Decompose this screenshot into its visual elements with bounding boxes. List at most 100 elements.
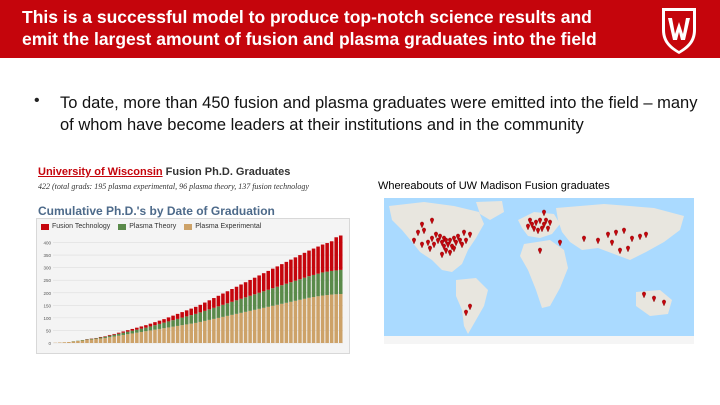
map-pin-icon[interactable] [534, 219, 538, 227]
map-pin-icon[interactable] [440, 239, 444, 247]
bar-segment [85, 339, 89, 340]
map-pin-icon[interactable] [622, 227, 626, 235]
map-pin-icon[interactable] [422, 227, 426, 235]
map-pin-icon[interactable] [436, 237, 440, 245]
bar-segment [139, 328, 144, 332]
bar-segment [261, 291, 266, 308]
map-pin-icon[interactable] [540, 225, 544, 233]
map-pin-icon[interactable] [448, 249, 452, 257]
bar-segment [116, 332, 121, 334]
map-pin-icon[interactable] [440, 251, 444, 259]
graduate-markers[interactable] [412, 209, 666, 317]
map-pin-icon[interactable] [430, 217, 434, 225]
map-pin-icon[interactable] [456, 233, 460, 241]
map-pin-icon[interactable] [530, 221, 534, 229]
bar-segment [144, 327, 148, 332]
map-pin-icon[interactable] [662, 299, 666, 307]
map-pin-icon[interactable] [528, 217, 532, 225]
map-pin-icon[interactable] [444, 237, 448, 245]
map-pin-icon[interactable] [542, 221, 546, 229]
bar-segment [207, 300, 212, 310]
legend-item: Fusion Technology [41, 223, 110, 230]
map-pin-icon[interactable] [448, 237, 452, 245]
bar-segment [184, 310, 189, 317]
bar-segment [243, 297, 248, 312]
map-pin-icon[interactable] [596, 237, 600, 245]
map-pin-icon[interactable] [420, 221, 424, 229]
map-pin-icon[interactable] [638, 233, 642, 241]
bar-segment [257, 292, 261, 309]
map-pin-icon[interactable] [468, 231, 472, 239]
bar-segment [107, 334, 112, 336]
map-pin-icon[interactable] [438, 233, 442, 241]
y-tick-label: 100 [43, 316, 51, 321]
bar-segment [180, 312, 184, 318]
map-pin-icon[interactable] [652, 295, 656, 303]
bar-segment [98, 337, 103, 339]
bar-segment [338, 235, 343, 270]
bar-segment [216, 306, 221, 318]
bar-segment [316, 246, 320, 274]
map-pin-icon[interactable] [526, 223, 530, 231]
map-pin-icon[interactable] [430, 235, 434, 243]
bar-segment [334, 237, 338, 271]
bar-segment [230, 289, 234, 302]
bar-segment [103, 336, 107, 338]
map-pin-icon[interactable] [642, 291, 646, 299]
map-pin-icon[interactable] [444, 247, 448, 255]
map-pin-icon[interactable] [460, 241, 464, 249]
map-pin-icon[interactable] [428, 245, 432, 253]
map-pin-icon[interactable] [446, 241, 450, 249]
map-pin-icon[interactable] [538, 217, 542, 225]
map-pin-icon[interactable] [420, 241, 424, 249]
map-pin-icon[interactable] [618, 247, 622, 255]
bar-segment [257, 275, 261, 293]
map-pin-icon[interactable] [610, 239, 614, 247]
bar-segment [112, 336, 116, 343]
map-pin-icon[interactable] [468, 303, 472, 311]
map-pin-icon[interactable] [464, 309, 468, 317]
map-pin-icon[interactable] [558, 239, 562, 247]
africa-land [520, 240, 568, 308]
map-pin-icon[interactable] [544, 217, 548, 225]
map-pin-icon[interactable] [538, 247, 542, 255]
bar-segment [139, 331, 144, 343]
bar-segment [221, 304, 225, 317]
map-pin-icon[interactable] [452, 245, 456, 253]
map-pin-icon[interactable] [464, 237, 468, 245]
bar-segment [225, 303, 230, 316]
bar-segment [252, 309, 257, 343]
map-pin-icon[interactable] [626, 245, 630, 253]
map-pin-icon[interactable] [548, 219, 552, 227]
map-pin-icon[interactable] [542, 209, 546, 217]
bar-segment [302, 277, 307, 299]
bar-segment [130, 328, 135, 331]
map-pin-icon[interactable] [412, 237, 416, 245]
bar-segment [130, 330, 135, 334]
map-pin-icon[interactable] [606, 231, 610, 239]
map-pin-icon[interactable] [442, 243, 446, 251]
map-pin-icon[interactable] [546, 225, 550, 233]
bar-segment [307, 250, 311, 277]
bar-segment [329, 241, 334, 271]
map-pin-icon[interactable] [630, 235, 634, 243]
bar-segment [166, 327, 171, 343]
map-pin-icon[interactable] [536, 227, 540, 235]
map-pin-icon[interactable] [434, 231, 438, 239]
world-map[interactable] [384, 198, 694, 344]
bar-segment [80, 340, 85, 343]
map-pin-icon[interactable] [532, 225, 536, 233]
map-pin-icon[interactable] [582, 235, 586, 243]
bar-segment [234, 300, 239, 314]
map-pin-icon[interactable] [614, 229, 618, 237]
map-pin-icon[interactable] [458, 237, 462, 245]
map-pin-icon[interactable] [644, 231, 648, 239]
map-pin-icon[interactable] [416, 229, 420, 237]
map-pin-icon[interactable] [452, 235, 456, 243]
map-pin-icon[interactable] [432, 241, 436, 249]
map-pin-icon[interactable] [462, 229, 466, 237]
map-pin-icon[interactable] [426, 239, 430, 247]
map-pin-icon[interactable] [454, 239, 458, 247]
bar-segment [221, 293, 225, 305]
bar-segment [289, 301, 293, 343]
